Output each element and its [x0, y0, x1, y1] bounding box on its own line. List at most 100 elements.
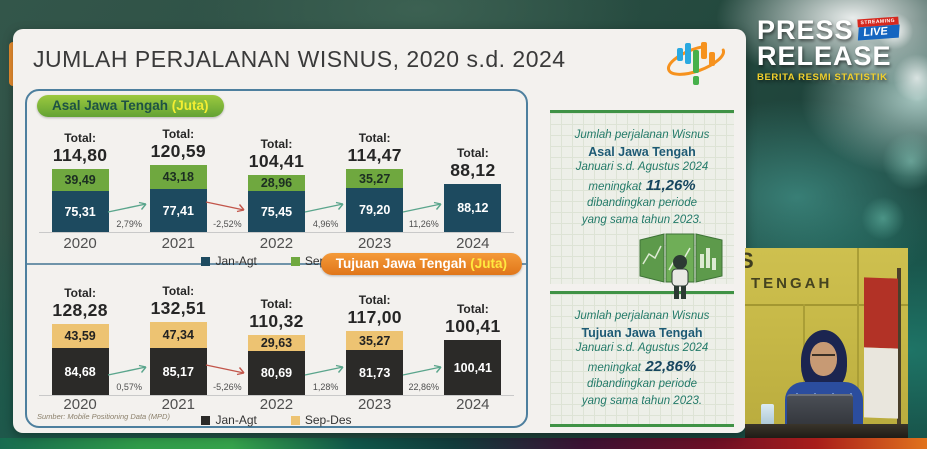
press-release-subtitle: BERITA RESMI STATISTIK	[757, 72, 888, 84]
wall-text-fragment: S	[745, 248, 754, 273]
growth-label: 4,96%	[312, 219, 339, 229]
total-prefix: Total:	[260, 137, 293, 151]
total-prefix: Total:	[358, 131, 391, 145]
insight-percentage: 22,86%	[645, 357, 697, 375]
bar-segment-jan-agt: 88,12	[444, 184, 502, 232]
growth-arrow: 0,57%	[101, 363, 157, 392]
bar-column-2020: Total: 128,28 43,59 84,68	[31, 281, 129, 395]
bars-row: Total: 114,80 39,49 75,31 Total: 120,59 43,18 7…	[31, 118, 522, 233]
arrow-up-icon	[108, 201, 147, 213]
year-label: 2021	[161, 396, 195, 413]
total-label: Total: 110,32	[249, 297, 303, 332]
insight-tail: dibandingkan periode	[587, 377, 697, 390]
slide-card: JUMLAH PERJALANAN WISNUS, 2020 s.d. 2024…	[13, 29, 746, 433]
insight-tail: dibandingkan periode	[587, 196, 697, 209]
legend-item-jan-agt: Jan-Agt	[201, 413, 257, 427]
total-prefix: Total:	[358, 293, 391, 307]
bar-segment-jan-agt: 81,73	[346, 350, 404, 395]
total-label: Total: 117,00	[347, 293, 401, 328]
total-value: 88,12	[450, 160, 496, 180]
bar-column-2022: Total: 110,32 29,63 80,69	[227, 281, 325, 395]
growth-arrow: 4,96%	[298, 200, 354, 229]
bar-column-2023: Total: 114,47 35,27 79,20	[326, 118, 424, 232]
growth-arrow: 22,86%	[396, 363, 452, 392]
chart-badge-label: Asal Jawa Tengah	[52, 98, 172, 113]
chart-panel: Asal Jawa Tengah (Juta) Total: 114,80 39,49…	[25, 89, 528, 428]
bar-column-2021: Total: 132,51 47,34 85,17	[129, 281, 227, 395]
bar-segment-sep-des: 43,18	[149, 165, 207, 189]
bar-segment-sep-des: 43,59	[51, 324, 109, 348]
arrow-up-icon	[108, 364, 147, 376]
total-prefix: Total:	[162, 284, 195, 298]
video-inset-speaker: S TENGAH	[745, 248, 908, 438]
press-release-line1: PRESS	[757, 15, 854, 45]
bar-segment-sep-des: 47,34	[149, 322, 207, 348]
arrow-down-icon	[206, 364, 245, 376]
bar-segment-sep-des: 39,49	[51, 169, 109, 191]
chart-section-asal-jawa-tengah: Asal Jawa Tengah (Juta) Total: 114,80 39,49…	[27, 91, 526, 268]
year-label: 2023	[357, 235, 392, 252]
wall-text: TENGAH	[751, 275, 833, 292]
total-label: Total: 128,28	[52, 286, 107, 321]
live-badge-label: LIVE	[857, 24, 899, 41]
total-label: Total: 104,41	[249, 137, 304, 172]
total-label: Total: 114,47	[347, 131, 401, 166]
total-label: Total: 100,41	[445, 302, 500, 337]
bar-segment-sep-des: 29,63	[247, 335, 305, 351]
total-prefix: Total:	[456, 146, 489, 160]
insight-verb: meningkat	[588, 180, 642, 193]
arrow-down-icon	[206, 201, 245, 213]
chart-badge: Asal Jawa Tengah (Juta)	[37, 95, 224, 117]
chart-badge-unit: (Juta)	[470, 256, 507, 271]
year-label: 2023	[357, 396, 392, 413]
total-prefix: Total:	[456, 302, 489, 316]
year-label: 2024	[456, 235, 490, 252]
press-release-logo: PRESS STREAMING LIVE RELEASE BERITA RESM…	[757, 15, 915, 84]
year-label: 2024	[456, 396, 490, 413]
total-value: 128,28	[52, 300, 108, 320]
growth-arrow: 1,28%	[298, 363, 354, 392]
legend-label: Jan-Agt	[215, 413, 257, 427]
legend-label: Jan-Agt	[215, 254, 257, 268]
bar-segment-jan-agt: 77,41	[149, 189, 207, 232]
bar-segment-sep-des: 35,27	[346, 169, 404, 188]
insight-subject: Tujuan Jawa Tengah	[581, 325, 703, 340]
bars-row: Total: 128,28 43,59 84,68 Total: 132,51 47,34 8…	[31, 281, 522, 396]
insight-percentage: 11,26%	[645, 176, 696, 194]
chart-badge-unit: (Juta)	[171, 98, 209, 113]
live-badge: STREAMING LIVE	[856, 16, 899, 41]
bps-logo-icon	[666, 42, 726, 85]
total-label: Total: 88,12	[450, 146, 495, 181]
bar-column-2023: Total: 117,00 35,27 81,73	[326, 281, 424, 395]
arrow-up-icon	[304, 364, 344, 376]
growth-label: 2,79%	[116, 219, 142, 229]
growth-label: -5,26%	[213, 382, 242, 392]
total-value: 132,51	[150, 298, 206, 318]
legend-swatch	[201, 415, 211, 425]
bar-segment-jan-agt: 75,45	[247, 191, 305, 232]
chart-badge: Tujuan Jawa Tengah (Juta)	[320, 253, 522, 275]
years-row: 2020 2021 2022 2023 2024	[31, 235, 522, 252]
bar-column-2024: Total: 88,12 88,12	[424, 118, 522, 232]
insight-panel-tujuan: Jumlah perjalanan Wisnus Tujuan Jawa Ten…	[550, 291, 734, 427]
bar-segment-sep-des: 35,27	[346, 331, 404, 350]
insight-intro: Jumlah perjalanan Wisnus	[574, 129, 710, 141]
growth-arrow: 11,26%	[396, 200, 452, 229]
speaker-glasses	[812, 354, 835, 359]
bar-segment-jan-agt: 100,41	[444, 340, 502, 395]
total-value: 110,32	[249, 311, 304, 331]
bar-segment-sep-des: 28,96	[247, 175, 305, 191]
insight-period: Januari s.d. Agustus 2024	[575, 160, 709, 173]
water-glass	[761, 404, 774, 426]
arrow-up-icon	[402, 364, 442, 376]
insight-intro: Jumlah perjalanan Wisnus	[574, 310, 710, 322]
source-note: Sumber: Mobile Positioning Data (MPD)	[37, 412, 170, 421]
legend-swatch	[290, 415, 300, 425]
growth-label: -2,52%	[213, 219, 242, 229]
total-label: Total: 120,59	[151, 127, 206, 162]
speaker-face	[810, 342, 837, 376]
legend-item-jan-agt: Jan-Agt	[201, 254, 257, 268]
year-label: 2022	[259, 235, 294, 252]
legend-swatch	[290, 256, 300, 266]
page-title: JUMLAH PERJALANAN WISNUS, 2020 s.d. 2024	[33, 46, 566, 72]
